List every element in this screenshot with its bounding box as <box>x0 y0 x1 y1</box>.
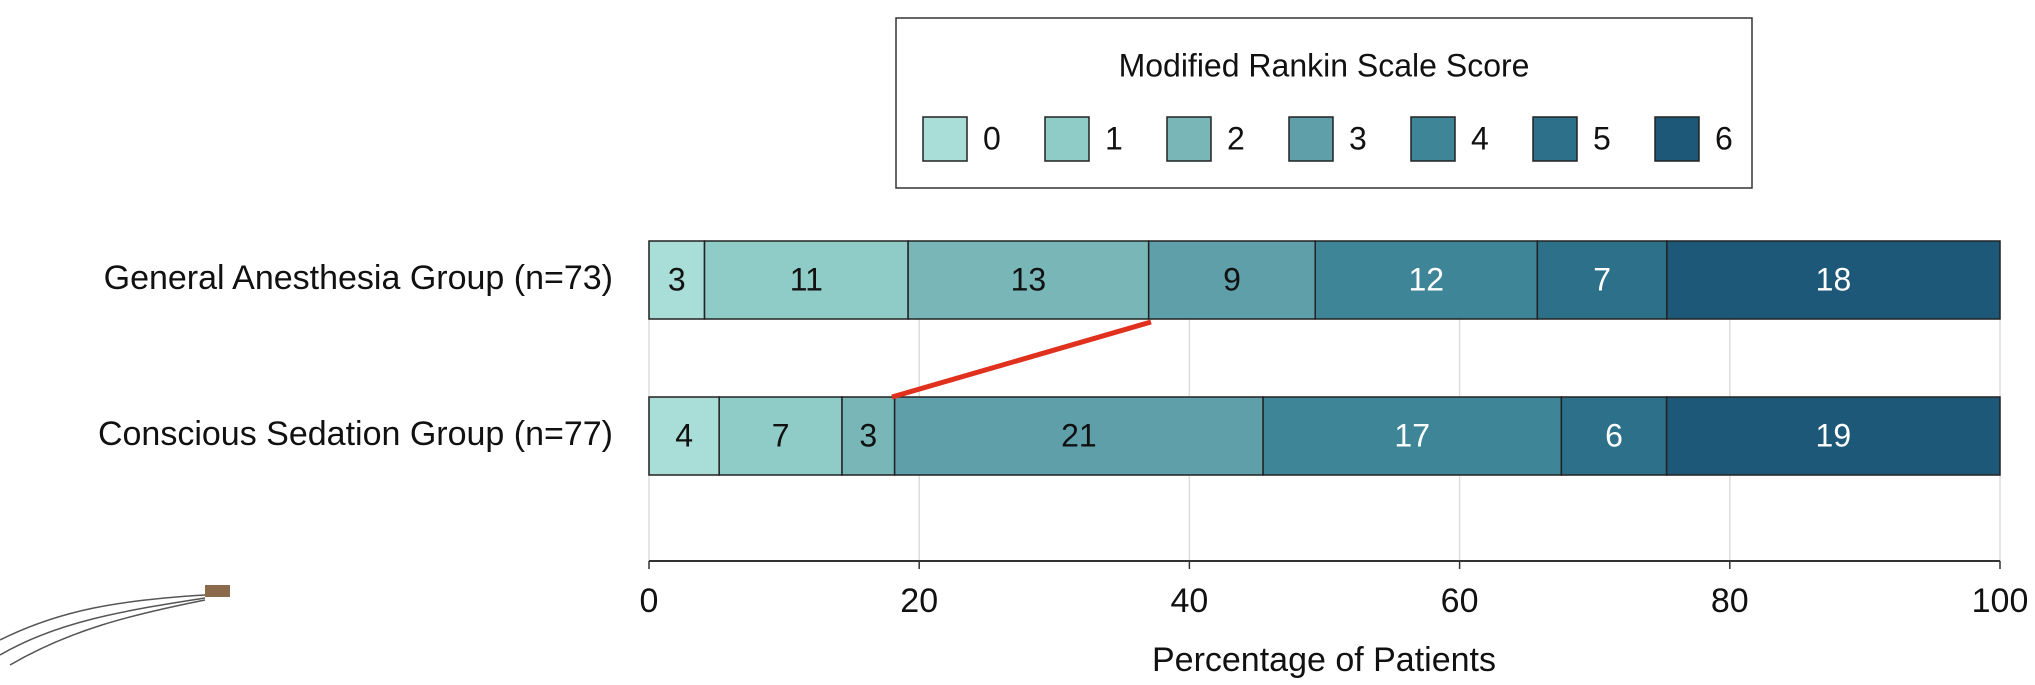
category-label: General Anesthesia Group (n=73) <box>104 259 613 297</box>
data-label: 18 <box>1816 261 1852 297</box>
category-label: Conscious Sedation Group (n=77) <box>98 415 613 453</box>
data-label: 6 <box>1605 417 1623 453</box>
x-tick-label: 20 <box>900 582 938 620</box>
data-label: 7 <box>772 417 790 453</box>
bar-segment <box>893 396 1264 476</box>
x-tick-label: 40 <box>1170 582 1208 620</box>
data-label: 21 <box>1061 417 1097 453</box>
data-label: 3 <box>859 417 877 453</box>
bar-segment <box>841 396 896 476</box>
logo <box>0 585 230 666</box>
data-label: 3 <box>668 261 686 297</box>
data-label: 19 <box>1816 417 1852 453</box>
data-label: 9 <box>1223 261 1241 297</box>
legend-label: 4 <box>1471 120 1489 156</box>
data-label: 11 <box>790 261 823 297</box>
bar-segment <box>1665 396 2001 476</box>
data-label: 4 <box>675 417 693 453</box>
annotation-line <box>891 319 1152 400</box>
bar-segment <box>1536 240 1668 320</box>
legend-swatch <box>1410 116 1456 162</box>
legend-swatch <box>1654 116 1700 162</box>
legend-label: 5 <box>1593 120 1611 156</box>
legend-swatch <box>1532 116 1578 162</box>
x-tick-label: 0 <box>640 582 659 620</box>
x-axis-label: Percentage of Patients <box>1152 641 1496 679</box>
legend-label: 3 <box>1349 120 1367 156</box>
legend-swatch <box>1044 116 1090 162</box>
data-label: 7 <box>1593 261 1611 297</box>
legend-label: 0 <box>983 120 1001 156</box>
legend-title: Modified Rankin Scale Score <box>1119 47 1530 83</box>
bar-segment <box>1147 240 1316 320</box>
legend-swatch <box>1288 116 1334 162</box>
bar-segment <box>1666 240 2001 320</box>
legend-label: 2 <box>1227 120 1245 156</box>
bar-segment <box>648 396 720 476</box>
data-label: 13 <box>1011 261 1047 297</box>
x-tick-label: 80 <box>1711 582 1749 620</box>
x-tick-label: 60 <box>1441 582 1479 620</box>
legend-box <box>895 17 1753 189</box>
legend-swatch <box>922 116 968 162</box>
data-label: 12 <box>1408 261 1444 297</box>
bar-segment <box>648 240 706 320</box>
bar-segment <box>1314 240 1539 320</box>
legend-label: 6 <box>1715 120 1733 156</box>
legend-swatch <box>1166 116 1212 162</box>
bar-segment <box>1262 396 1563 476</box>
x-tick-label: 100 <box>1972 582 2029 620</box>
bar-segment <box>718 396 843 476</box>
bars: 3 11 13 9 12 7 18 4 7 3 21 17 6 19 <box>648 240 2001 476</box>
legend-label: 1 <box>1105 120 1123 156</box>
data-label: 17 <box>1394 417 1430 453</box>
bar-segment <box>1560 396 1668 476</box>
